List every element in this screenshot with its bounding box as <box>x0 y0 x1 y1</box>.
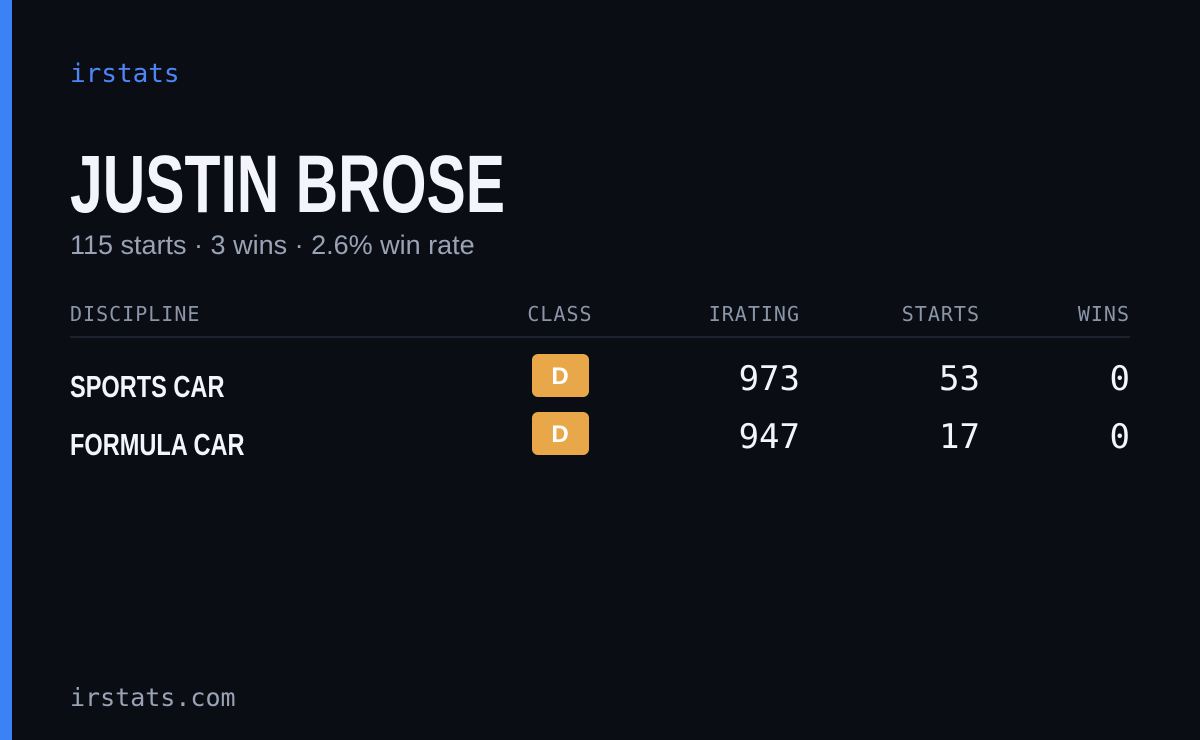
accent-bar <box>0 0 12 740</box>
stat-value: 947 <box>739 417 800 457</box>
discipline: SPORTS CAR <box>70 369 224 404</box>
class-letter: D <box>551 421 568 448</box>
stat-value: 973 <box>739 359 800 399</box>
column-header: WINS <box>1078 302 1130 326</box>
column-header: DISCIPLINE <box>70 302 200 326</box>
stat-value: 0 <box>1110 359 1130 399</box>
footer: irstats.com <box>70 683 236 712</box>
column-header: CLASS <box>527 302 592 326</box>
column-header: STARTS <box>902 302 980 326</box>
subtitle: 115 starts · 3 wins · 2.6% win rate <box>70 230 475 260</box>
title: JUSTIN BROSE <box>70 139 505 230</box>
class-letter: D <box>551 363 568 390</box>
stat-value: 53 <box>939 359 980 399</box>
stat-value: 17 <box>939 417 980 457</box>
stat-value: 0 <box>1110 417 1130 457</box>
brand: irstats <box>70 59 180 89</box>
class-badge <box>532 412 589 455</box>
discipline: FORMULA CAR <box>70 427 244 462</box>
class-badge <box>532 354 589 397</box>
column-header: IRATING <box>709 302 800 326</box>
